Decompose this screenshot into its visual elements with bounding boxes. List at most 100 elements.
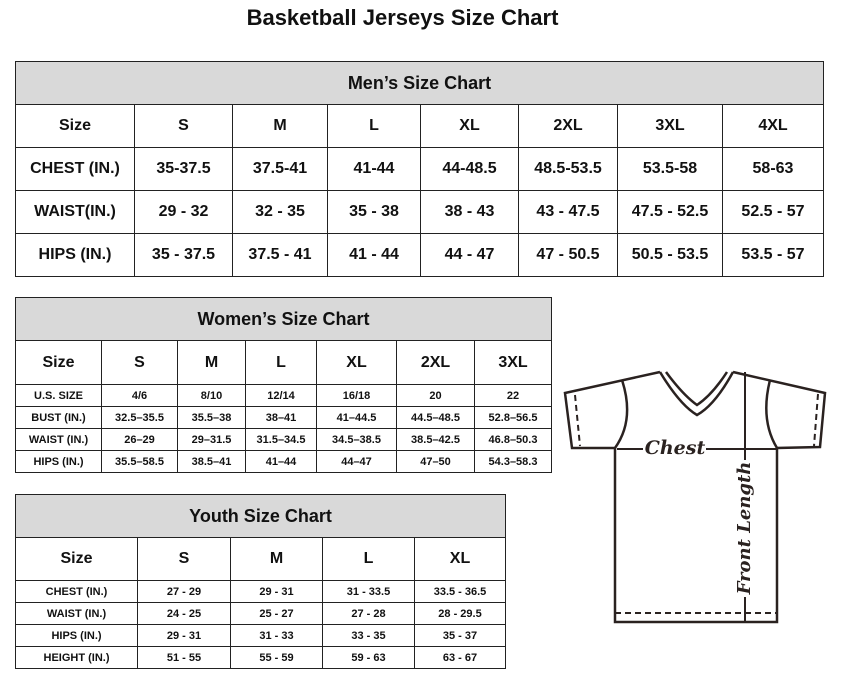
table-row: WAIST (IN.) 24 - 25 25 - 27 27 - 28 28 - 29.… <box>15 602 507 625</box>
size-label: Size <box>15 537 138 581</box>
row-label: HEIGHT (IN.) <box>15 646 138 669</box>
table-row: BUST (IN.) 32.5–35.5 35.5–38 38–41 41–44.5 44… <box>15 406 553 429</box>
page-title: Basketball Jerseys Size Chart <box>246 5 559 30</box>
shirt-outline <box>563 370 827 624</box>
table-cell: 35.5–38 <box>177 406 246 429</box>
table-cell: 47 - 50.5 <box>518 233 618 277</box>
seam-lines <box>574 393 819 614</box>
size-header: XL <box>316 340 397 385</box>
table-cell: 38–41 <box>245 406 317 429</box>
table-cell: 38 - 43 <box>420 190 519 234</box>
table-cell: 22 <box>473 384 553 407</box>
table-cell: 47–50 <box>396 450 475 473</box>
table-cell: 55 - 59 <box>230 646 323 669</box>
womens-size-table: Women’s Size Chart Size S M L XL 2XL 3XL U.S. S… <box>14 297 553 473</box>
size-header: XL <box>420 104 519 148</box>
youth-size-table: Youth Size Chart Size S M L XL CHEST (IN.) 27 … <box>14 494 507 669</box>
table-cell: 4/6 <box>101 384 178 407</box>
size-header: M <box>230 537 323 581</box>
table-cell: 44-48.5 <box>420 147 519 191</box>
table-row: U.S. SIZE 4/6 8/10 12/14 16/18 20 22 <box>15 384 553 407</box>
table-cell: 29 - 31 <box>137 624 231 647</box>
size-label: Size <box>15 340 102 385</box>
table-cell: 41 - 44 <box>327 233 421 277</box>
table-cell: 52.5 - 57 <box>722 190 824 234</box>
table-cell: 46.8–50.3 <box>473 428 553 451</box>
table-cell: 16/18 <box>316 384 397 407</box>
table-cell: 35.5–58.5 <box>101 450 178 473</box>
table-row: CHEST (IN.) 35-37.5 37.5-41 41-44 44-48.5 48.… <box>15 147 824 191</box>
table-row: WAIST (IN.) 26–29 29–31.5 31.5–34.5 34.5–38.… <box>15 428 553 451</box>
table-cell: 32 - 35 <box>232 190 328 234</box>
table-cell: 24 - 25 <box>137 602 231 625</box>
size-header: L <box>245 340 317 385</box>
table-cell: 27 - 29 <box>137 580 231 603</box>
table-row: HIPS (IN.) 29 - 31 31 - 33 33 - 35 35 - 37 <box>15 624 507 647</box>
table-cell: 52.8–56.5 <box>473 406 553 429</box>
mens-size-table: Men’s Size Chart Size S M L XL 2XL 3XL 4XL CHEST… <box>15 61 824 277</box>
table-cell: 35 - 37.5 <box>134 233 233 277</box>
table-row: CHEST (IN.) 27 - 29 29 - 31 31 - 33.5 33.5 -… <box>15 580 507 603</box>
size-header: 3XL <box>473 340 553 385</box>
size-header: 3XL <box>617 104 723 148</box>
row-label: HIPS (IN.) <box>15 233 135 277</box>
table-cell: 26–29 <box>101 428 178 451</box>
size-header: 2XL <box>518 104 618 148</box>
row-label: BUST (IN.) <box>15 406 102 429</box>
table-cell: 41-44 <box>327 147 421 191</box>
chest-label: Chest <box>645 437 706 459</box>
table-cell: 41–44 <box>245 450 317 473</box>
measure-lines <box>617 372 776 622</box>
size-header: L <box>327 104 421 148</box>
size-header: 4XL <box>722 104 824 148</box>
table-cell: 38.5–42.5 <box>396 428 475 451</box>
table-row: HIPS (IN.) 35 - 37.5 37.5 - 41 41 - 44 44 - … <box>15 233 824 277</box>
table-cell: 27 - 28 <box>322 602 415 625</box>
table-cell: 44–47 <box>316 450 397 473</box>
table-cell: 44.5–48.5 <box>396 406 475 429</box>
table-cell: 41–44.5 <box>316 406 397 429</box>
row-label: CHEST (IN.) <box>15 147 135 191</box>
mens-caption: Men’s Size Chart <box>15 61 824 105</box>
row-label: WAIST (IN.) <box>15 428 102 451</box>
table-cell: 34.5–38.5 <box>316 428 397 451</box>
table-cell: 32.5–35.5 <box>101 406 178 429</box>
table-cell: 28 - 29.5 <box>413 602 507 625</box>
table-cell: 29 - 31 <box>230 580 323 603</box>
table-cell: 31 - 33 <box>230 624 323 647</box>
row-label: HIPS (IN.) <box>15 624 138 647</box>
front-length-label: Front Length <box>734 462 755 596</box>
size-header: S <box>134 104 233 148</box>
size-header: S <box>137 537 231 581</box>
table-cell: 25 - 27 <box>230 602 323 625</box>
table-cell: 48.5-53.5 <box>518 147 618 191</box>
jersey-diagram: Chest Front Length <box>563 370 827 624</box>
table-cell: 33 - 35 <box>322 624 415 647</box>
table-cell: 35-37.5 <box>134 147 233 191</box>
table-cell: 44 - 47 <box>420 233 519 277</box>
size-header: M <box>177 340 246 385</box>
size-header: XL <box>413 537 507 581</box>
table-cell: 63 - 67 <box>413 646 507 669</box>
table-row: HEIGHT (IN.) 51 - 55 55 - 59 59 - 63 63 - 67 <box>15 646 507 669</box>
table-cell: 37.5 - 41 <box>232 233 328 277</box>
table-cell: 29–31.5 <box>177 428 246 451</box>
table-cell: 58-63 <box>722 147 824 191</box>
table-cell: 53.5 - 57 <box>722 233 824 277</box>
table-row: WAIST(IN.) 29 - 32 32 - 35 35 - 38 38 - 43 43… <box>15 190 824 234</box>
table-cell: 38.5–41 <box>177 450 246 473</box>
table-cell: 37.5-41 <box>232 147 328 191</box>
table-cell: 59 - 63 <box>322 646 415 669</box>
table-cell: 35 - 37 <box>413 624 507 647</box>
size-header: L <box>322 537 415 581</box>
table-cell: 20 <box>396 384 475 407</box>
table-row: HIPS (IN.) 35.5–58.5 38.5–41 41–44 44–47 47–5… <box>15 450 553 473</box>
row-label: CHEST (IN.) <box>15 580 138 603</box>
table-cell: 8/10 <box>177 384 246 407</box>
size-header: M <box>232 104 328 148</box>
row-label: U.S. SIZE <box>15 384 102 407</box>
table-cell: 43 - 47.5 <box>518 190 618 234</box>
table-cell: 54.3–58.3 <box>473 450 553 473</box>
table-cell: 31.5–34.5 <box>245 428 317 451</box>
size-header: S <box>101 340 178 385</box>
